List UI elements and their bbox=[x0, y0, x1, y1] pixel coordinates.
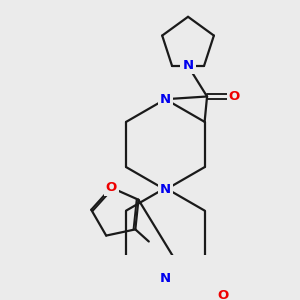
Text: N: N bbox=[160, 183, 171, 196]
Text: N: N bbox=[160, 93, 171, 106]
Text: O: O bbox=[106, 181, 117, 194]
Text: O: O bbox=[229, 90, 240, 103]
Text: N: N bbox=[160, 272, 171, 285]
Text: O: O bbox=[218, 289, 229, 300]
Text: N: N bbox=[182, 59, 194, 72]
